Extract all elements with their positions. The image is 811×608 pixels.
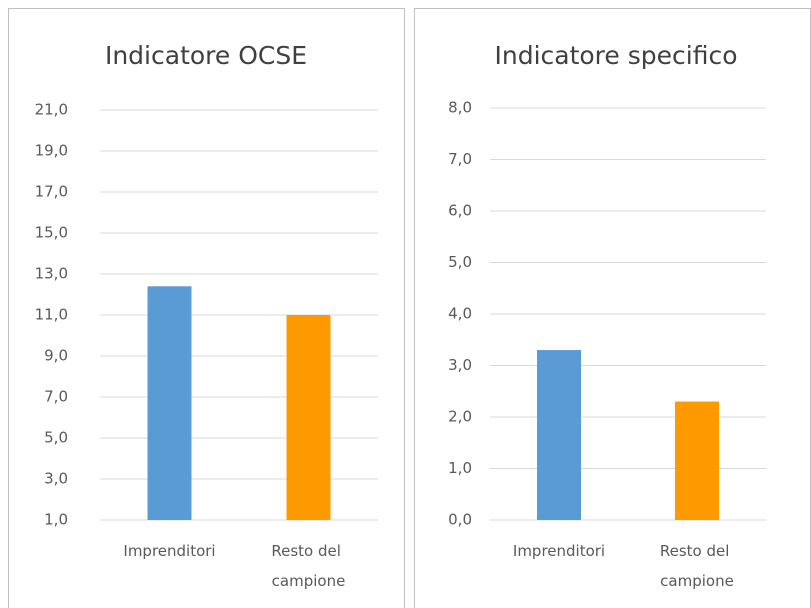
y-tick-label: 1,0 bbox=[448, 459, 472, 477]
y-tick-label: 7,0 bbox=[448, 150, 472, 168]
y-tick-label: 2,0 bbox=[448, 408, 472, 426]
chart-title: Indicatore specifico bbox=[494, 41, 737, 70]
y-tick-label: 15,0 bbox=[35, 224, 68, 242]
y-tick-label: 3,0 bbox=[44, 470, 68, 488]
bar bbox=[537, 350, 581, 520]
panel bbox=[8, 8, 405, 608]
y-tick-label: 7,0 bbox=[44, 388, 68, 406]
x-tick-label: Resto del campione bbox=[660, 542, 734, 590]
y-tick-label: 19,0 bbox=[35, 142, 68, 160]
y-tick-label: 5,0 bbox=[448, 253, 472, 271]
y-tick-label: 11,0 bbox=[35, 306, 68, 324]
y-tick-label: 3,0 bbox=[448, 356, 472, 374]
y-tick-label: 1,0 bbox=[44, 511, 68, 529]
y-tick-label: 5,0 bbox=[44, 429, 68, 447]
x-tick-label: Imprenditori bbox=[513, 542, 605, 560]
y-tick-label: 6,0 bbox=[448, 202, 472, 220]
y-tick-label: 8,0 bbox=[448, 99, 472, 117]
y-tick-label: 13,0 bbox=[35, 265, 68, 283]
chart-title: Indicatore OCSE bbox=[105, 41, 307, 70]
y-tick-label: 0,0 bbox=[448, 511, 472, 529]
panel bbox=[414, 8, 811, 608]
bar bbox=[286, 315, 331, 520]
x-tick-label: Imprenditori bbox=[123, 542, 215, 560]
y-tick-label: 17,0 bbox=[35, 183, 68, 201]
y-tick-label: 4,0 bbox=[448, 305, 472, 323]
y-tick-label: 9,0 bbox=[44, 347, 68, 365]
y-tick-label: 21,0 bbox=[35, 101, 68, 119]
bar bbox=[675, 401, 719, 520]
x-tick-label: Resto del campione bbox=[271, 542, 345, 590]
bar bbox=[147, 286, 192, 520]
